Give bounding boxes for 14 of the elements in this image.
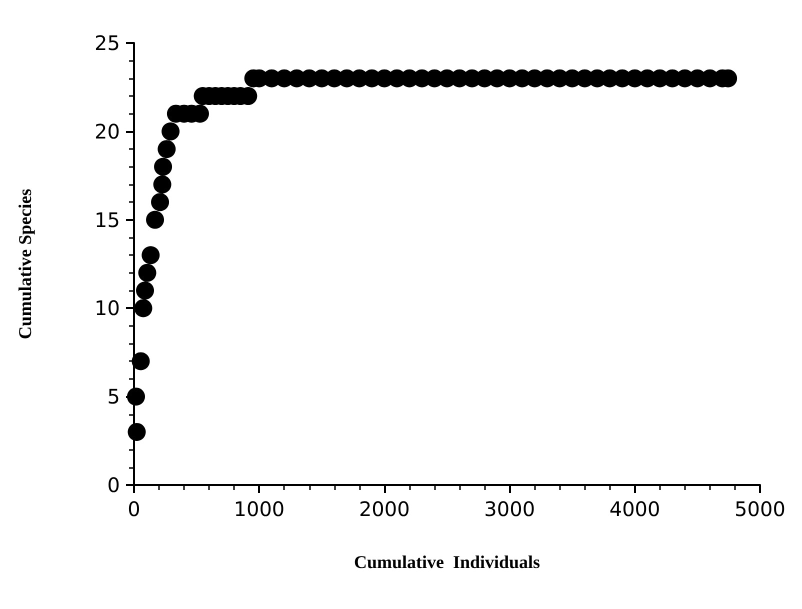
y-tick-label: 10 bbox=[94, 296, 120, 320]
y-tick-label: 20 bbox=[94, 119, 120, 144]
x-tick-label: 0 bbox=[128, 497, 140, 521]
y-axis-title: Cumulative Species bbox=[15, 188, 35, 340]
y-tick-label: 15 bbox=[94, 208, 120, 232]
y-tick-label: 0 bbox=[107, 473, 120, 497]
y-tick-label: 5 bbox=[107, 384, 120, 409]
x-tick-label: 3000 bbox=[484, 497, 536, 521]
x-tick-label: 1000 bbox=[234, 497, 285, 521]
x-tick-label: 2000 bbox=[358, 497, 410, 521]
x-axis-title: Cumulative Individuals bbox=[354, 552, 540, 572]
x-tick-label: 5000 bbox=[734, 497, 786, 521]
y-tick-label: 25 bbox=[94, 31, 120, 55]
x-tick-label: 4000 bbox=[609, 497, 660, 521]
